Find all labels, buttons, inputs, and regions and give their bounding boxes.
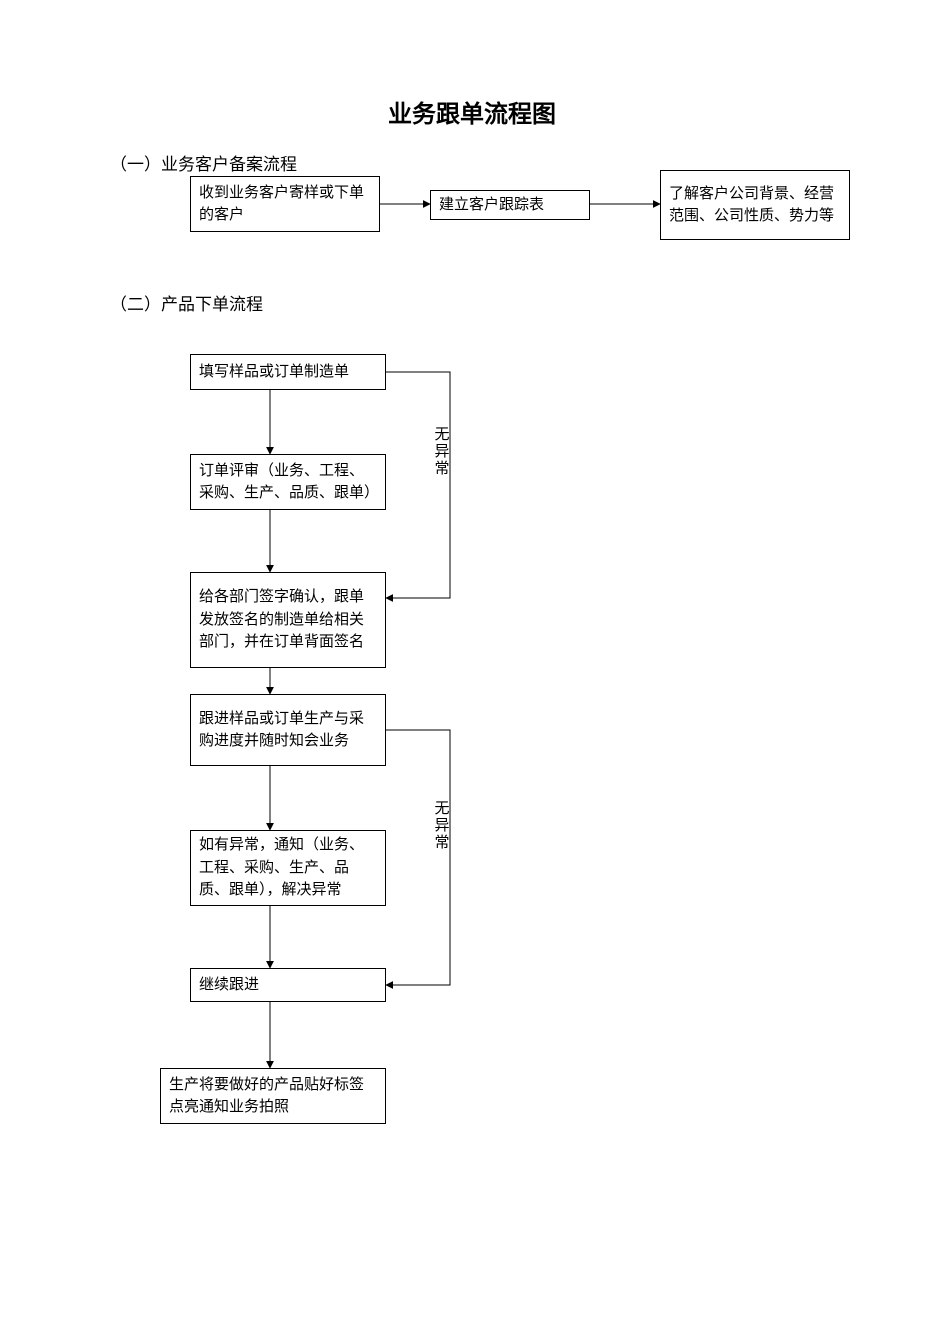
section-heading-2: （二）产品下单流程 <box>110 290 263 315</box>
node-a3: 了解客户公司背景、经营范围、公司性质、势力等 <box>660 170 850 240</box>
edge-label-1: 无异常 <box>432 426 449 477</box>
node-text: 生产将要做好的产品贴好标签点亮通知业务拍照 <box>169 1074 377 1119</box>
node-text: 如有异常，通知（业务、工程、采购、生产、品质、跟单），解决异常 <box>199 834 377 902</box>
node-b7: 生产将要做好的产品贴好标签点亮通知业务拍照 <box>160 1068 386 1124</box>
node-text: 填写样品或订单制造单 <box>199 361 349 384</box>
node-text: 收到业务客户寄样或下单的客户 <box>199 182 371 227</box>
node-text: 继续跟进 <box>199 974 259 997</box>
node-b4: 跟进样品或订单生产与采购进度并随时知会业务 <box>190 694 386 766</box>
page-title: 业务跟单流程图 <box>372 94 572 129</box>
node-text: 了解客户公司背景、经营范围、公司性质、势力等 <box>669 183 841 228</box>
node-b3: 给各部门签字确认，跟单发放签名的制造单给相关部门，并在订单背面签名 <box>190 572 386 668</box>
node-b2: 订单评审（业务、工程、采购、生产、品质、跟单） <box>190 454 386 510</box>
section-heading-1: （一）业务客户备案流程 <box>110 150 297 175</box>
node-a2: 建立客户跟踪表 <box>430 190 590 220</box>
node-text: 订单评审（业务、工程、采购、生产、品质、跟单） <box>199 460 377 505</box>
node-text: 建立客户跟踪表 <box>439 194 544 217</box>
node-text: 跟进样品或订单生产与采购进度并随时知会业务 <box>199 708 377 753</box>
node-text: 给各部门签字确认，跟单发放签名的制造单给相关部门，并在订单背面签名 <box>199 586 377 654</box>
edge-label-2: 无异常 <box>432 800 449 851</box>
node-b6: 继续跟进 <box>190 968 386 1002</box>
node-b1: 填写样品或订单制造单 <box>190 354 386 390</box>
node-b5: 如有异常，通知（业务、工程、采购、生产、品质、跟单），解决异常 <box>190 830 386 906</box>
node-a1: 收到业务客户寄样或下单的客户 <box>190 176 380 232</box>
